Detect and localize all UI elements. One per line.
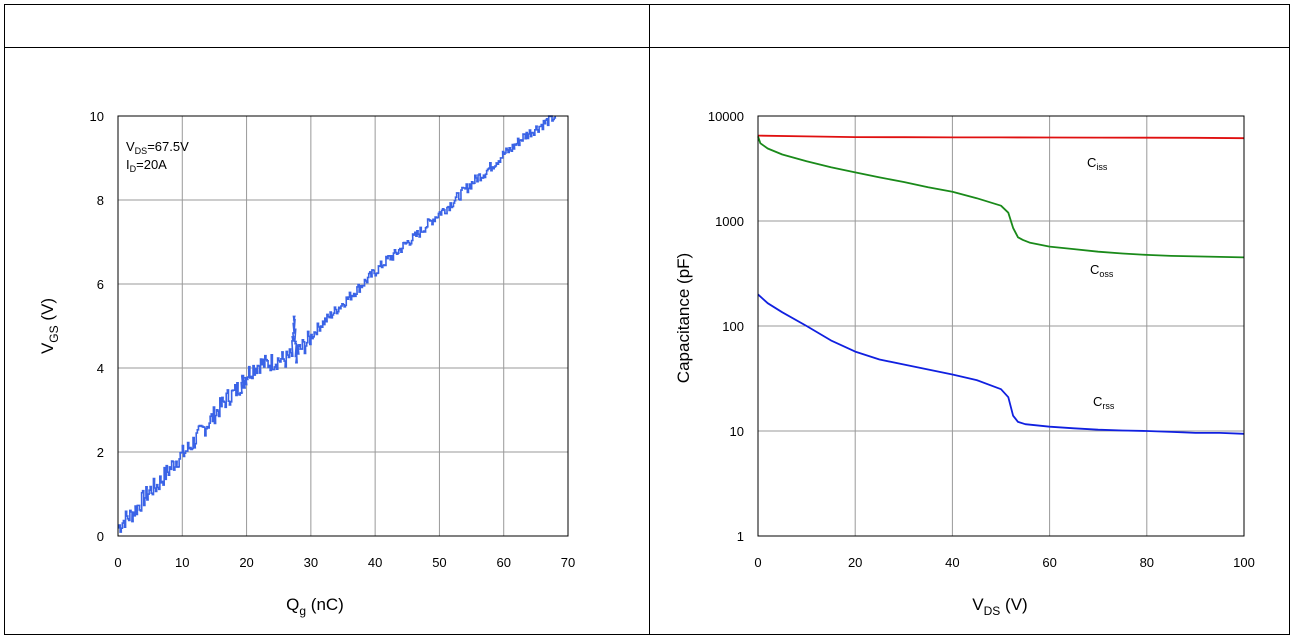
capacitance-plot-border [757,115,1245,537]
x-tick-label: 10 [175,555,189,570]
capacitance-tick-labels: 0 20 40 60 80 100 1 10 100 1000 10000 [708,109,1255,570]
crss-series-line [757,293,1245,435]
x-tick-label: 30 [304,555,318,570]
gate-charge-annotation-id: ID=20A [126,157,167,174]
header-row-divider [4,47,1290,48]
gate-charge-annotation-vds: VDS=67.5V [126,139,189,156]
gate-charge-y-axis-label: VGS (V) [38,298,61,354]
legend-ciss: Ciss [1087,155,1108,172]
capacitance-grid [757,115,1245,537]
capacitance-x-axis-label: VDS (V) [972,595,1027,618]
y-tick-label: 1000 [715,214,744,229]
x-tick-label: 70 [561,555,575,570]
x-tick-label: 20 [239,555,253,570]
x-tick-label: 50 [432,555,446,570]
y-tick-label: 6 [97,277,104,292]
y-tick-label: 10000 [708,109,744,124]
ciss-series-line [757,134,1245,140]
x-tick-label: 20 [848,555,862,570]
legend-coss: Coss [1090,262,1114,279]
x-tick-label: 40 [945,555,959,570]
gate-charge-plot-border [117,115,569,537]
x-tick-label: 0 [754,555,761,570]
y-tick-label: 4 [97,361,104,376]
x-tick-label: 0 [114,555,121,570]
x-tick-label: 80 [1140,555,1154,570]
x-tick-label: 100 [1233,555,1255,570]
column-divider [649,4,650,635]
y-tick-label: 10 [90,109,104,124]
x-tick-label: 60 [1042,555,1056,570]
gate-charge-tick-labels: 0 10 20 30 40 50 60 70 0 2 4 6 8 10 [90,109,576,570]
coss-series-line [757,136,1245,259]
y-tick-label: 1 [737,529,744,544]
gate-charge-grid [117,115,569,537]
y-tick-label: 8 [97,193,104,208]
y-tick-label: 100 [722,319,744,334]
y-tick-label: 0 [97,529,104,544]
y-tick-label: 2 [97,445,104,460]
vgs-series-line [118,115,557,533]
gate-charge-x-axis-label: Qg (nC) [286,595,344,618]
legend-crss: Crss [1093,394,1115,411]
x-tick-label: 40 [368,555,382,570]
gate-charge-series [118,115,557,533]
x-tick-label: 60 [496,555,510,570]
capacitance-series [757,134,1245,435]
y-tick-label: 10 [730,424,744,439]
capacitance-y-axis-label: Capacitance (pF) [674,253,693,383]
